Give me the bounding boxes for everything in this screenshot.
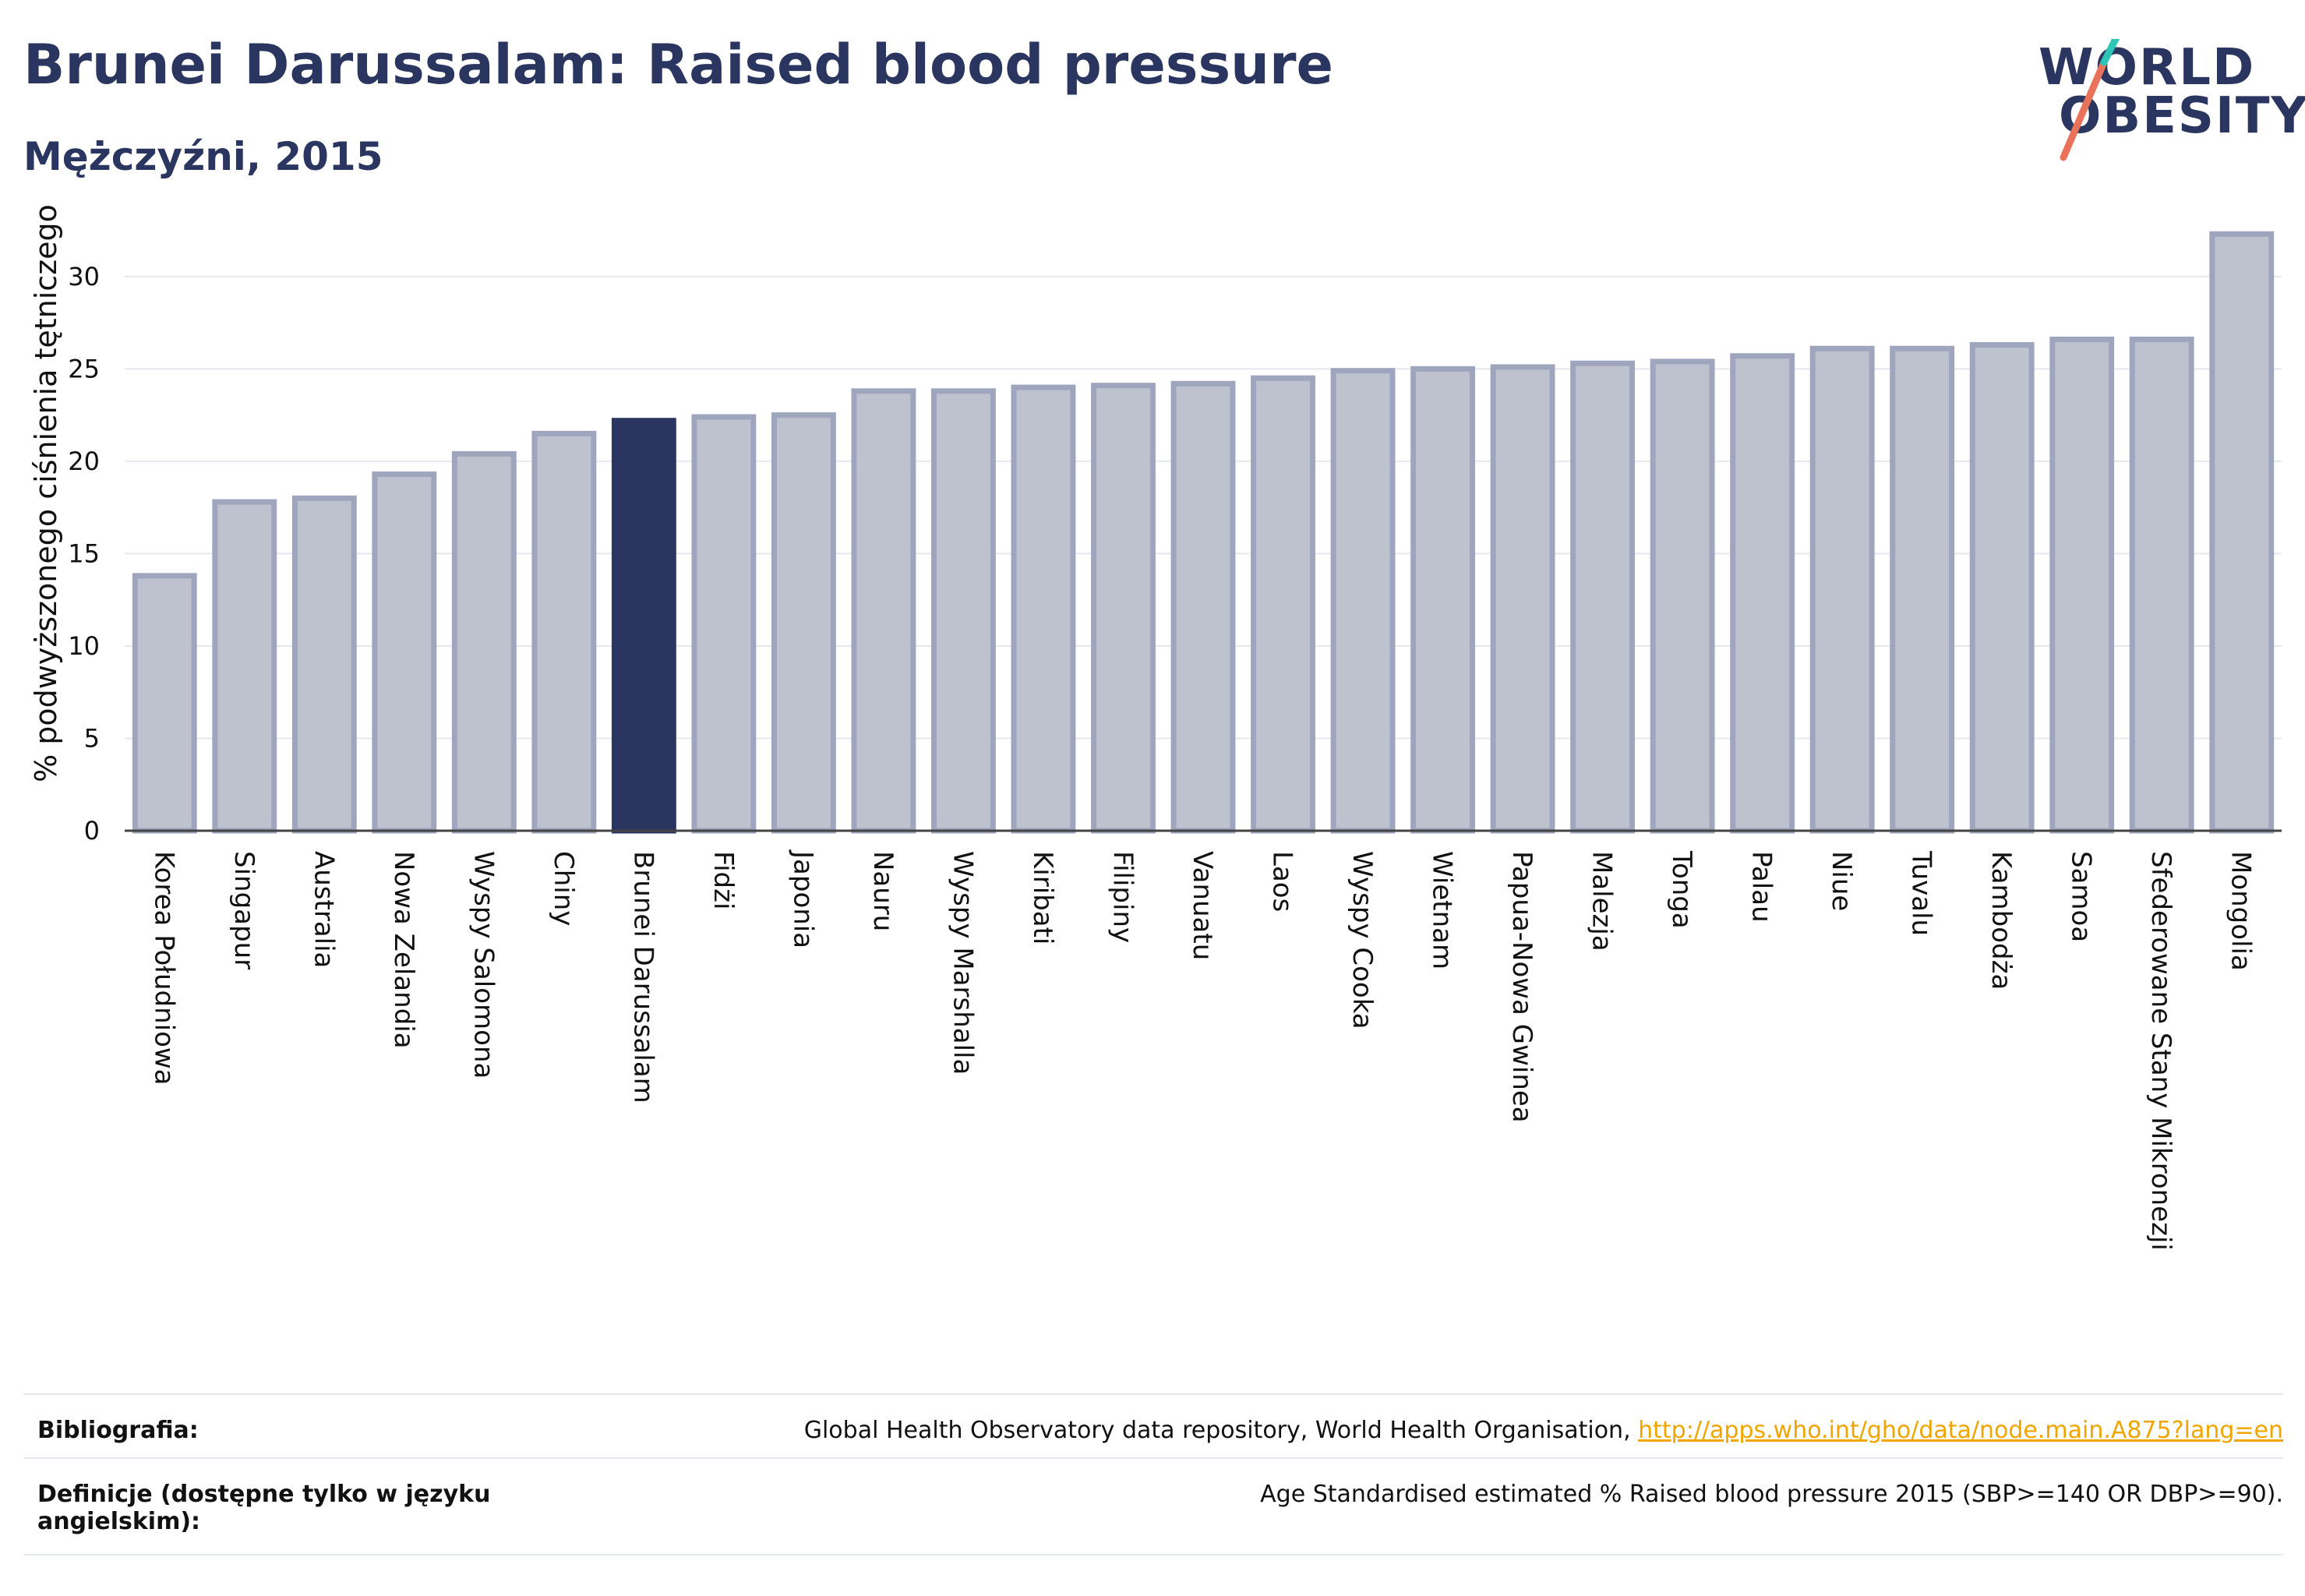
bibliography-value: Global Health Observatory data repositor… bbox=[804, 1417, 2283, 1444]
bar bbox=[1570, 360, 1636, 834]
y-tick-label: 0 bbox=[84, 816, 100, 846]
bar bbox=[1170, 380, 1236, 834]
x-tick-label: Tuvalu bbox=[1906, 850, 1937, 936]
y-tick-label: 10 bbox=[68, 631, 100, 661]
footer-divider-bottom bbox=[23, 1554, 2283, 1555]
y-axis-label: % podwyższonego ciśnienia tętniczego bbox=[29, 204, 63, 782]
bar bbox=[1251, 375, 1315, 834]
x-tick-label: Papua-Nowa Gwinea bbox=[1506, 851, 1537, 1123]
bar bbox=[372, 471, 437, 834]
bar bbox=[1330, 368, 1396, 834]
bar bbox=[451, 450, 517, 834]
logo-word-world: WORLD bbox=[2038, 39, 2256, 97]
bar bbox=[212, 499, 277, 834]
x-tick-label: Tonga bbox=[1666, 850, 1697, 929]
x-tick-label: Korea Południowa bbox=[148, 851, 179, 1086]
bar bbox=[291, 495, 357, 834]
bar bbox=[1809, 345, 1875, 834]
bar bbox=[2209, 231, 2275, 834]
logo-word-obesity: OBESITY bbox=[2059, 87, 2305, 145]
x-tick-label: Mongolia bbox=[2226, 851, 2257, 971]
world-obesity-logo: WORLD OBESITY bbox=[2026, 39, 2305, 164]
x-tick-label: Kambodża bbox=[1986, 851, 2017, 990]
bar bbox=[2049, 336, 2115, 834]
chart-title: Brunei Darussalam: Raised blood pressure bbox=[23, 33, 1333, 97]
x-tick-label: Kiribati bbox=[1027, 851, 1058, 945]
x-tick-label: Vanuatu bbox=[1187, 851, 1218, 960]
x-tick-label: Wietnam bbox=[1427, 851, 1458, 969]
x-tick-label: Chiny bbox=[548, 851, 579, 926]
y-tick-label: 5 bbox=[84, 723, 100, 753]
bar bbox=[691, 414, 757, 834]
bar bbox=[611, 418, 676, 834]
definitions-label: Definicje (dostępne tylko w języku angiel… bbox=[37, 1481, 490, 1535]
x-tick-label: Nowa Zelandia bbox=[388, 851, 419, 1049]
x-tick-label: Filipiny bbox=[1107, 851, 1138, 943]
bar bbox=[1969, 342, 2035, 834]
footer-divider-middle bbox=[23, 1457, 2283, 1459]
logo-slash-icon bbox=[2060, 39, 2120, 161]
bibliography-link[interactable]: http://apps.who.int/gho/data/node.main.A… bbox=[1638, 1417, 2283, 1444]
definitions-row: Definicje (dostępne tylko w języku angiel… bbox=[23, 1481, 2283, 1543]
bar-chart: 0 5 10 15 20 25 30% podwyższonego ciśnienia tę… bbox=[29, 204, 2282, 1251]
bibliography-row: Bibliografia: Global Health Observatory … bbox=[23, 1417, 2283, 1448]
y-tick-label: 20 bbox=[68, 447, 100, 476]
x-tick-label: Nauru bbox=[867, 851, 898, 931]
x-tick-label: Sfederowane Stany Mikronezji bbox=[2145, 851, 2176, 1251]
bar bbox=[2129, 336, 2194, 834]
x-tick-label: Wyspy Cooka bbox=[1347, 851, 1378, 1029]
bar bbox=[1410, 365, 1475, 834]
x-tick-label: Japonia bbox=[787, 849, 818, 948]
bar bbox=[1490, 364, 1555, 834]
x-tick-label: Niue bbox=[1826, 851, 1857, 911]
x-tick-label: Malezja bbox=[1587, 851, 1618, 952]
y-tick-label: 15 bbox=[68, 538, 100, 568]
y-tick-label: 25 bbox=[68, 354, 100, 383]
bar bbox=[1730, 353, 1795, 834]
bar bbox=[132, 573, 197, 834]
bar bbox=[1091, 383, 1156, 834]
bibliography-label: Bibliografia: bbox=[37, 1417, 199, 1444]
x-tick-label: Australia bbox=[308, 851, 339, 968]
bibliography-text: Global Health Observatory data repositor… bbox=[803, 1417, 1639, 1444]
chart-subtitle: Mężczyźni, 2015 bbox=[23, 134, 383, 179]
bar bbox=[1011, 384, 1076, 834]
bar bbox=[931, 388, 996, 834]
x-tick-label: Wyspy Salomona bbox=[468, 851, 499, 1079]
bar bbox=[1890, 345, 1955, 834]
x-tick-label: Wyspy Marshalla bbox=[947, 851, 978, 1075]
x-tick-label: Palau bbox=[1746, 851, 1777, 923]
bar bbox=[771, 412, 836, 834]
x-tick-label: Singapur bbox=[228, 851, 259, 969]
x-tick-label: Brunei Darussalam bbox=[627, 851, 658, 1103]
x-tick-label: Laos bbox=[1267, 851, 1298, 912]
x-tick-label: Samoa bbox=[2066, 851, 2097, 942]
y-tick-label: 30 bbox=[68, 262, 100, 291]
bar bbox=[531, 430, 597, 834]
bar bbox=[851, 388, 916, 834]
definitions-value: Age Standardised estimated % Raised bloo… bbox=[1260, 1481, 2283, 1508]
bar bbox=[1650, 358, 1715, 834]
footer-divider-top bbox=[23, 1393, 2283, 1395]
x-tick-label: Fidżi bbox=[708, 851, 739, 909]
definitions-label-line2: angielskim): bbox=[37, 1508, 201, 1535]
definitions-label-line1: Definicje (dostępne tylko w języku bbox=[37, 1481, 491, 1508]
